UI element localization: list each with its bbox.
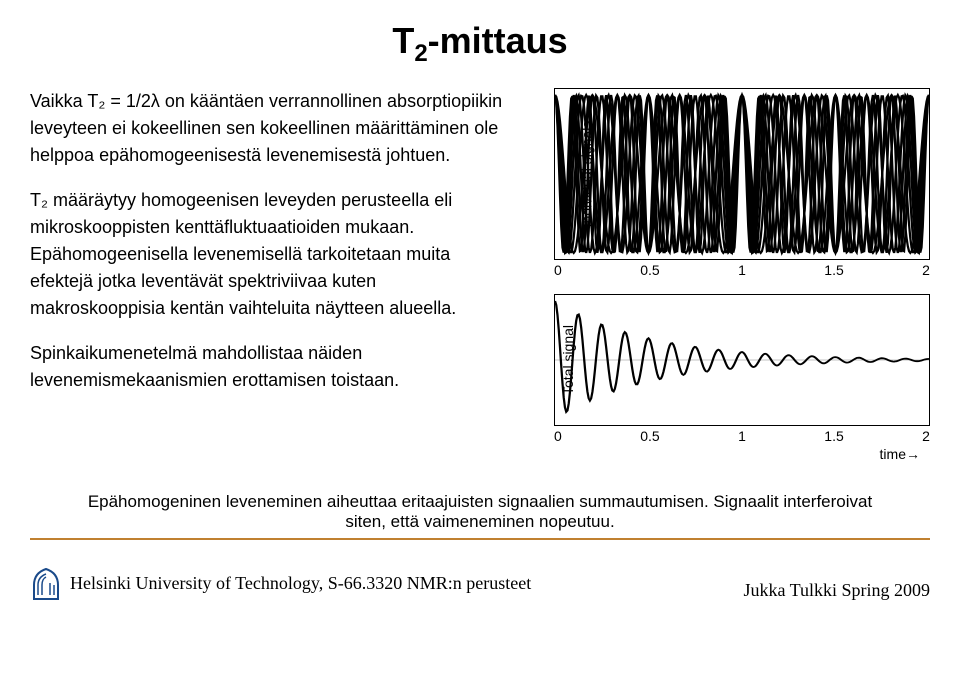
paragraph-3: Spinkaikumenetelmä mahdollistaa näiden l…	[30, 340, 510, 394]
chart1-ylabel: Individual signals	[578, 121, 594, 228]
university-logo-icon	[30, 565, 62, 601]
chart1-xticks: 0 0.5 1 1.5 2	[554, 260, 930, 280]
text-column: Vaikka T₂ = 1/2λ on kääntäen verrannolli…	[30, 88, 510, 462]
author-text: Jukka Tulkki Spring 2009	[743, 580, 930, 601]
chart2-svg	[555, 295, 929, 425]
chart2-ylabel: Total signal	[560, 325, 576, 395]
time-axis-label: time→	[554, 446, 930, 462]
institution-block: Helsinki University of Technology, S-66.…	[30, 565, 531, 601]
chart-total-signal: Total signal	[554, 294, 930, 426]
bottom-bar: Helsinki University of Technology, S-66.…	[30, 565, 930, 601]
chart-individual-signals: Individual signals	[554, 88, 930, 260]
chart2-xticks: 0 0.5 1 1.5 2	[554, 426, 930, 446]
paragraph-2: T₂ määräytyy homogeenisen leveyden perus…	[30, 187, 510, 322]
page-title: T2-mittaus	[30, 20, 930, 68]
institution-text: Helsinki University of Technology, S-66.…	[70, 573, 531, 594]
paragraph-1: Vaikka T₂ = 1/2λ on kääntäen verrannolli…	[30, 88, 510, 169]
footer-caption: Epähomogeninen leveneminen aiheuttaa eri…	[30, 492, 930, 532]
chart-column: Individual signals 0 0.5 1 1.5 2 Total s…	[530, 88, 930, 462]
chart1-svg	[555, 89, 929, 259]
content-row: Vaikka T₂ = 1/2λ on kääntäen verrannolli…	[30, 88, 930, 462]
divider-line	[30, 538, 930, 540]
